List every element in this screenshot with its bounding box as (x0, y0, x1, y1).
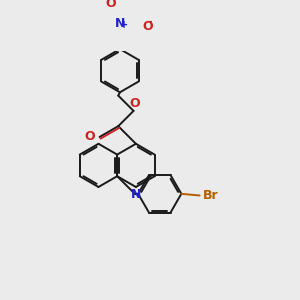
Text: O: O (142, 20, 153, 33)
Text: O: O (129, 97, 140, 110)
Text: +: + (120, 20, 128, 30)
Text: -: - (148, 16, 152, 27)
Text: N: N (115, 17, 125, 30)
Text: O: O (106, 0, 116, 10)
Text: Br: Br (203, 189, 219, 202)
Text: N: N (131, 188, 141, 201)
Text: O: O (85, 130, 95, 143)
